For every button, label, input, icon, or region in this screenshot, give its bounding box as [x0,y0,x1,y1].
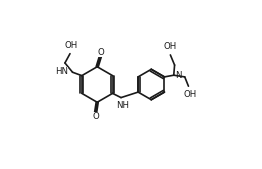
Text: NH: NH [116,101,129,110]
Text: O: O [97,47,104,57]
Text: N: N [175,71,182,80]
Text: OH: OH [183,90,197,99]
Text: OH: OH [163,42,177,51]
Text: O: O [92,112,99,122]
Text: HN: HN [55,67,68,76]
Text: OH: OH [64,41,78,50]
